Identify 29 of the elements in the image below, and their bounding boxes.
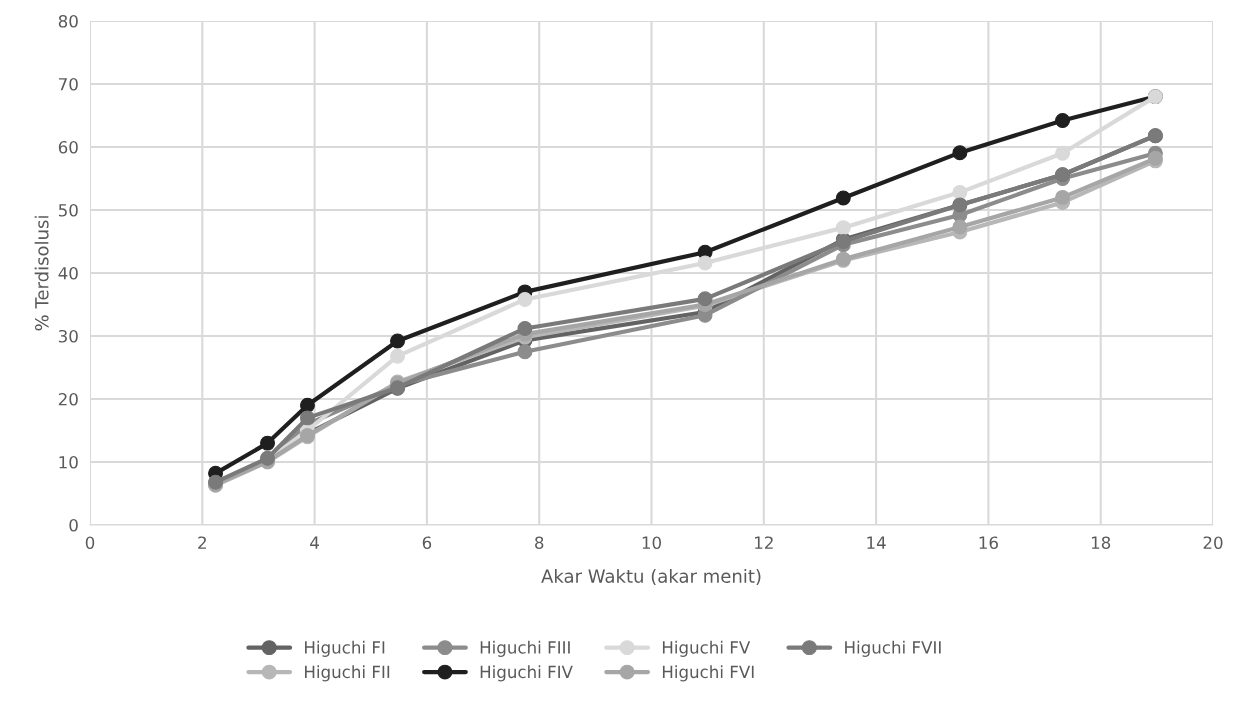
- x-tick-label: 10: [642, 536, 661, 550]
- y-tick-label: 20: [58, 392, 78, 406]
- y-tick-label: 70: [59, 77, 78, 91]
- y-tick-label: 30: [58, 329, 78, 343]
- y-tick-label: 40: [58, 266, 78, 280]
- x-tick-label: 0: [85, 536, 95, 550]
- x-tick-label: 12: [755, 536, 773, 549]
- y-tick-label: 0: [69, 518, 78, 532]
- y-tick-label: 10: [59, 455, 78, 469]
- x-tick-label: 4: [310, 536, 319, 549]
- legend-label: Higuchi FIV: [480, 665, 573, 682]
- y-tick-label: 50: [58, 203, 78, 217]
- x-tick-label: 16: [979, 536, 998, 550]
- y-tick-label: 80: [58, 14, 78, 28]
- legend-label: Higuchi FIII: [480, 640, 570, 657]
- x-tick-label: 14: [867, 536, 886, 549]
- legend-label: Higuchi FVII: [845, 640, 941, 657]
- legend-label: Higuchi FV: [662, 640, 751, 657]
- legend-label: Higuchi FI: [305, 640, 385, 657]
- x-axis-title: Akar Waktu (akar menit): [541, 568, 761, 586]
- y-tick-label: 60: [58, 140, 78, 154]
- legend-label: Higuchi FVI: [662, 665, 754, 682]
- x-tick-label: 8: [535, 536, 544, 550]
- legend-label: Higuchi FII: [305, 665, 390, 682]
- x-tick-label: 18: [1091, 536, 1111, 550]
- x-tick-label: 20: [1203, 536, 1223, 550]
- y-axis-title: % Terdisolusi: [34, 216, 49, 331]
- x-tick-label: 2: [198, 536, 206, 549]
- x-tick-label: 6: [422, 536, 432, 550]
